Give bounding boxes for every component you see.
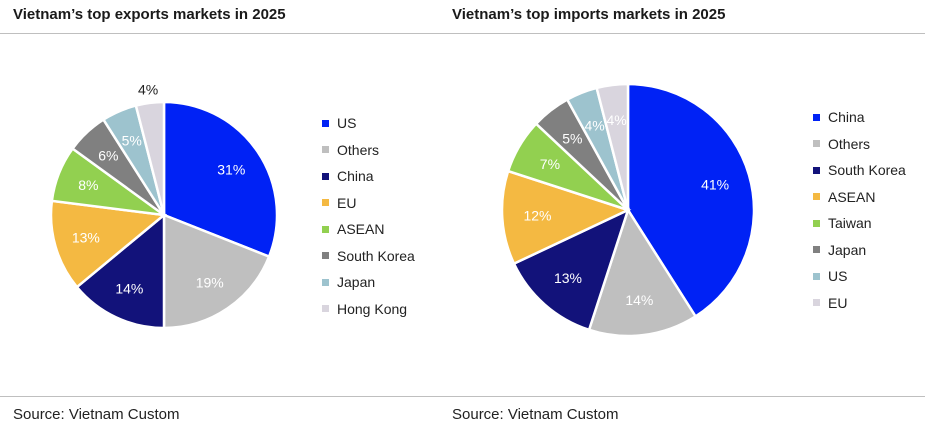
legend-item: EU (813, 290, 906, 317)
legend-item: Japan (322, 269, 415, 296)
bottom-divider (0, 396, 925, 397)
legend-swatch (813, 246, 820, 254)
data-label: 13% (72, 230, 100, 246)
legend-swatch (813, 193, 820, 201)
data-label: 14% (115, 281, 143, 297)
legend-label: Others (337, 141, 380, 158)
legend-item: Hong Kong (322, 296, 415, 323)
imports-legend: China Others South Korea ASEAN Taiwan Japan US… (813, 104, 906, 316)
legend-label: Japan (828, 241, 867, 258)
data-label: 19% (196, 274, 224, 290)
legend-label: ASEAN (337, 221, 385, 238)
exports-chart-title: Vietnam’s top exports markets in 2025 (13, 6, 286, 23)
legend-swatch (813, 219, 820, 227)
legend-swatch (813, 272, 820, 280)
legend-label: EU (828, 294, 848, 311)
data-label: 8% (78, 177, 98, 193)
legend-label: South Korea (337, 247, 415, 264)
pie-slice-asean (500, 169, 632, 266)
legend-swatch (322, 252, 329, 260)
legend-label: US (337, 115, 357, 132)
legend-label: Hong Kong (337, 300, 408, 317)
data-label: 4% (138, 81, 158, 97)
legend-item: EU (322, 190, 415, 217)
data-label: 5% (562, 130, 582, 146)
legend-item: Others (322, 137, 415, 164)
pie-slice-china (75, 212, 166, 330)
data-label: 6% (98, 148, 118, 164)
legend-item: ASEAN (322, 216, 415, 243)
top-divider (0, 33, 925, 34)
data-label: 31% (217, 161, 245, 177)
pie-slice-others (162, 213, 271, 330)
legend-label: Japan (337, 274, 376, 291)
legend-label: South Korea (828, 162, 906, 179)
legend-label: Taiwan (828, 215, 872, 232)
legend-swatch (813, 166, 820, 174)
data-label: 13% (554, 270, 582, 286)
legend-item: China (813, 104, 906, 131)
pie-slice-eu (49, 199, 168, 289)
pie-slice-south-korea (512, 207, 631, 332)
legend-swatch (322, 225, 329, 233)
legend-swatch (813, 140, 820, 148)
legend-item: US (813, 263, 906, 290)
legend-item: Others (813, 131, 906, 158)
exports-source: Source: Vietnam Custom (13, 406, 180, 423)
exports-legend: US Others China EU ASEAN South Korea Japan Hong… (322, 110, 415, 322)
legend-item: South Korea (813, 157, 906, 184)
data-label: 5% (122, 132, 142, 148)
data-label: 4% (607, 112, 627, 128)
legend-swatch (322, 172, 329, 180)
legend-swatch (813, 299, 820, 307)
legend-item: Taiwan (813, 210, 906, 237)
legend-label: ASEAN (828, 188, 876, 205)
legend-item: ASEAN (813, 184, 906, 211)
legend-item: US (322, 110, 415, 137)
imports-chart-title: Vietnam’s top imports markets in 2025 (452, 6, 726, 23)
data-label: 14% (625, 292, 653, 308)
legend-item: Japan (813, 237, 906, 264)
legend-label: China (337, 168, 374, 185)
legend-swatch (322, 119, 329, 127)
legend-label: US (828, 268, 848, 285)
imports-source: Source: Vietnam Custom (452, 406, 619, 423)
pie-slice-others (587, 207, 698, 338)
legend-label: China (828, 109, 865, 126)
legend-swatch (322, 146, 329, 154)
data-label: 41% (701, 177, 729, 193)
pie-slice-hong-kong (134, 100, 166, 216)
data-label: 7% (540, 156, 560, 172)
legend-swatch (322, 199, 329, 207)
legend-label: EU (337, 194, 357, 211)
legend-item: China (322, 163, 415, 190)
data-label: 4% (584, 118, 604, 134)
legend-swatch (813, 113, 820, 121)
legend-label: Others (828, 135, 871, 152)
pie-slice-us (162, 100, 279, 259)
legend-swatch (322, 278, 329, 286)
pie-slice-eu (595, 82, 630, 211)
legend-swatch (322, 305, 329, 313)
legend-item: South Korea (322, 243, 415, 270)
data-label: 12% (523, 208, 551, 224)
